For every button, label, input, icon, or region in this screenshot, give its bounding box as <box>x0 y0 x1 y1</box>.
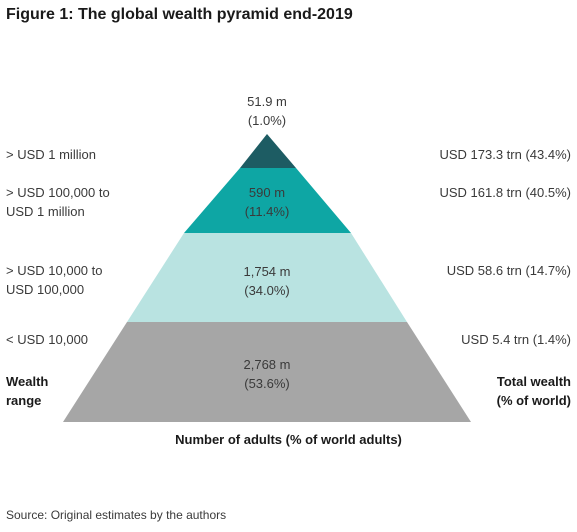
wealth-range-10k-100k: > USD 10,000 to USD 100,000 <box>6 261 102 299</box>
tier-middle-adults-share: (34.0%) <box>244 283 290 298</box>
pyramid-tier-10k-100k <box>127 233 407 322</box>
tier-base-adults-count: 2,768 m <box>243 357 291 372</box>
tier-top-adults: 51.9 m (1.0%) <box>207 92 327 130</box>
tier-base-adults: 2,768 m (53.6%) <box>207 355 327 393</box>
wealth-range-10k-100k-line2: USD 100,000 <box>6 282 85 297</box>
total-wealth-axis-label-line1: Total wealth <box>496 374 571 389</box>
wealth-range-axis-label: Wealth range <box>6 372 48 410</box>
tier-middle-adults: 1,754 m (34.0%) <box>207 262 327 300</box>
adults-axis-label: Number of adults (% of world adults) <box>175 432 402 447</box>
total-wealth-over-1m: USD 173.3 trn (43.4%) <box>439 147 571 162</box>
wealth-range-over-1m: > USD 1 million <box>6 147 96 162</box>
wealth-range-100k-1m-line1: > USD 100,000 to <box>6 185 110 200</box>
total-wealth-100k-1m: USD 161.8 trn (40.5%) <box>439 185 571 200</box>
wealth-range-axis-label-line1: Wealth <box>6 374 49 389</box>
total-wealth-axis-label-line2: (% of world) <box>496 393 571 408</box>
pyramid-tier-over-1m <box>240 134 296 168</box>
total-wealth-axis-label: Total wealth (% of world) <box>497 372 571 410</box>
tier-base-adults-share: (53.6%) <box>244 376 290 391</box>
total-wealth-10k-100k: USD 58.6 trn (14.7%) <box>446 263 571 278</box>
figure-title: Figure 1: The global wealth pyramid end-… <box>6 6 353 23</box>
tier-upper-adults: 590 m (11.4%) <box>207 183 327 221</box>
total-wealth-under-10k: USD 5.4 trn (1.4%) <box>461 332 571 347</box>
tier-upper-adults-share: (11.4%) <box>244 204 290 219</box>
source-note: Source: Original estimates by the author… <box>6 508 227 522</box>
wealth-range-under-10k: < USD 10,000 <box>6 332 89 347</box>
wealth-range-10k-100k-line1: > USD 10,000 to <box>6 263 103 278</box>
wealth-range-100k-1m: > USD 100,000 to USD 1 million <box>6 183 110 221</box>
wealth-range-axis-label-line2: range <box>6 393 42 408</box>
wealth-range-100k-1m-line2: USD 1 million <box>6 204 85 219</box>
tier-middle-adults-count: 1,754 m <box>243 264 291 279</box>
pyramid-tier-100k-1m <box>184 168 351 233</box>
tier-top-adults-share: (1.0%) <box>247 113 287 128</box>
pyramid-tier-under-10k <box>63 322 471 422</box>
tier-top-adults-count: 51.9 m <box>247 94 287 109</box>
tier-upper-adults-count: 590 m <box>248 185 286 200</box>
